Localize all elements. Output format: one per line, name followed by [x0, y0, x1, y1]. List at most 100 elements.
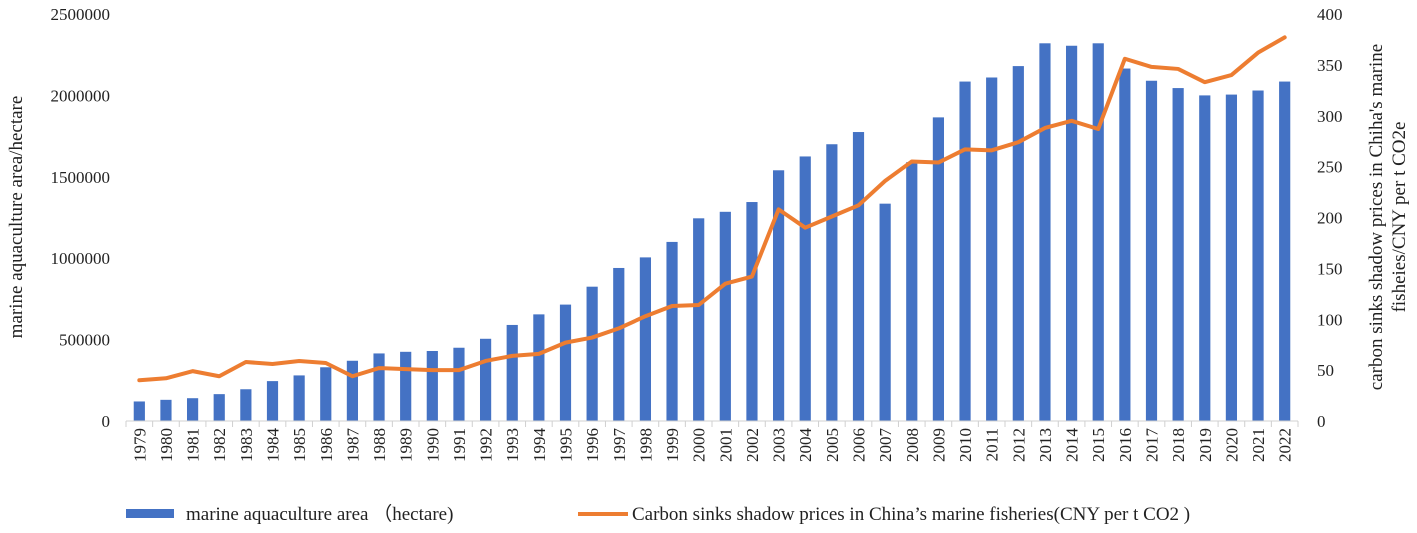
x-tick-label: 2000	[690, 428, 709, 462]
bar-2005	[826, 144, 838, 422]
legend: marine aquaculture area （hectare) Carbon…	[126, 503, 1190, 525]
bar-2003	[772, 170, 785, 421]
x-tick-label: 2010	[956, 428, 975, 462]
right-tick-label: 350	[1317, 56, 1343, 75]
carbon-price-line	[137, 35, 1287, 383]
right-axis-title-line1: carbon sinks shadow prices in Chiha's ma…	[1366, 44, 1387, 390]
bar-1993	[506, 324, 518, 421]
right-axis-ticks: 0 50 100 150 200 250 300 350 400	[1317, 5, 1343, 431]
x-tick-label: 1981	[184, 428, 203, 462]
line-series	[137, 35, 1287, 383]
bar-2002	[746, 202, 758, 421]
x-tick-label: 1980	[157, 428, 176, 462]
left-tick-label: 0	[102, 412, 111, 431]
bar-2012	[1012, 66, 1024, 421]
bar-2006	[852, 132, 865, 421]
x-tick-label: 2009	[929, 428, 948, 462]
x-tick-label: 2008	[903, 428, 922, 462]
right-tick-label: 300	[1317, 107, 1343, 126]
right-tick-label: 50	[1317, 361, 1334, 380]
x-tick-label: 1990	[423, 428, 442, 462]
x-tick-label: 2003	[770, 428, 789, 462]
left-tick-label: 1500000	[51, 168, 111, 187]
x-tick-label: 1982	[210, 428, 229, 462]
right-tick-label: 200	[1317, 209, 1343, 228]
x-tick-label: 2011	[983, 428, 1002, 461]
x-axis-ticks: 1979 1980 1981 1982 1983 1984 1985 1986 1987 1988…	[125, 421, 1299, 463]
bar-2011	[986, 77, 998, 421]
x-tick-label: 2015	[1089, 428, 1108, 462]
x-tick-label: 2017	[1143, 428, 1162, 463]
bar-2022	[1279, 81, 1291, 421]
x-tick-label: 1997	[610, 428, 629, 463]
bar-1980	[160, 399, 172, 421]
left-tick-label: 2500000	[51, 5, 111, 24]
bar-1979	[133, 401, 145, 421]
legend-bar-swatch	[126, 509, 174, 518]
x-tick-label: 2012	[1009, 428, 1028, 462]
left-axis-ticks: 0 500000 1000000 1500000 2000000 2500000	[51, 5, 111, 431]
x-tick-label: 1979	[130, 428, 149, 462]
x-tick-label: 1993	[503, 428, 522, 462]
bar-2008	[906, 162, 918, 421]
right-tick-label: 250	[1317, 158, 1343, 177]
bar-1981	[186, 398, 199, 421]
bar-2007	[879, 203, 891, 421]
bar-2020	[1225, 94, 1238, 421]
x-tick-label: 1983	[237, 428, 256, 462]
x-tick-label: 1999	[663, 428, 682, 462]
x-tick-label: 2006	[850, 428, 869, 462]
x-tick-label: 1996	[583, 428, 602, 462]
bar-1994	[533, 314, 545, 421]
x-tick-label: 2002	[743, 428, 762, 462]
bar-1992	[479, 338, 492, 421]
bar-1998	[639, 257, 652, 421]
bar-1984	[266, 381, 279, 421]
bar-1990	[426, 350, 438, 421]
x-tick-label: 1989	[397, 428, 416, 462]
left-tick-label: 500000	[59, 331, 110, 350]
bar-2004	[799, 156, 811, 421]
x-tick-label: 2013	[1036, 428, 1055, 462]
x-tick-label: 1986	[317, 428, 336, 462]
x-tick-label: 2020	[1222, 428, 1241, 462]
x-tick-label: 1992	[477, 428, 496, 462]
legend-bar-label: marine aquaculture area （hectare)	[186, 503, 453, 525]
x-tick-label: 1988	[370, 428, 389, 462]
x-tick-label: 2004	[796, 428, 815, 463]
x-tick-label: 1991	[450, 428, 469, 462]
bar-2014	[1065, 45, 1078, 421]
right-tick-label: 100	[1317, 310, 1343, 329]
x-tick-label: 1984	[264, 428, 283, 463]
bar-1987	[346, 360, 359, 421]
bar-2009	[932, 117, 945, 422]
x-tick-label: 2019	[1196, 428, 1215, 462]
x-tick-label: 1994	[530, 428, 549, 463]
right-tick-label: 0	[1317, 412, 1326, 431]
bar-1999	[666, 241, 678, 421]
right-axis-title-line2: fisheies/CNY per t CO2e	[1389, 122, 1410, 313]
bar-series	[133, 43, 1291, 422]
bar-2013	[1039, 43, 1051, 421]
x-tick-label: 2018	[1169, 428, 1188, 462]
x-tick-label: 2014	[1063, 428, 1082, 463]
bar-1996	[586, 286, 598, 421]
bar-2017	[1145, 80, 1158, 422]
left-tick-label: 2000000	[51, 86, 111, 105]
bar-1982	[213, 394, 225, 421]
right-tick-label: 150	[1317, 259, 1343, 278]
bar-1989	[400, 351, 412, 421]
bar-1991	[453, 347, 465, 421]
bar-2019	[1199, 95, 1211, 422]
x-tick-label: 1985	[290, 428, 309, 462]
bar-1988	[373, 353, 385, 421]
x-tick-label: 2001	[716, 428, 735, 462]
right-tick-label: 400	[1317, 5, 1343, 24]
bar-1985	[293, 375, 305, 421]
bar-1983	[240, 389, 252, 421]
x-tick-label: 2007	[876, 428, 895, 463]
bar-2018	[1172, 88, 1184, 421]
x-tick-label: 1998	[636, 428, 655, 462]
left-tick-label: 1000000	[51, 249, 111, 268]
